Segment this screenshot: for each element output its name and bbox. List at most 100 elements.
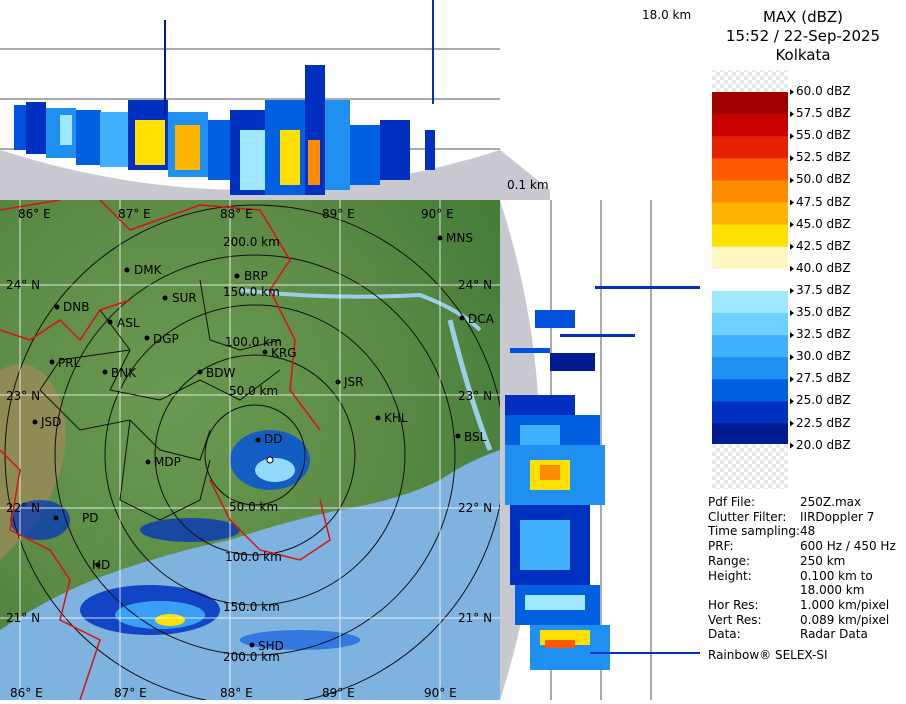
legend-swatch <box>712 268 788 292</box>
legend-label: 57.5 dBZ <box>796 106 851 121</box>
range-label: 150.0 km <box>223 285 280 299</box>
info-value: 0.089 km/pixel <box>800 612 890 627</box>
city-label: DD <box>264 432 283 446</box>
lon-label: 88° E <box>220 686 253 700</box>
right-profile-svg <box>500 200 700 700</box>
legend-tick <box>790 398 794 405</box>
right-height-profile <box>500 200 700 700</box>
legend-label: 30.0 dBZ <box>796 349 851 364</box>
legend-swatch <box>712 180 788 203</box>
city-label: PRL <box>58 356 81 370</box>
info-value: Radar Data <box>800 627 868 642</box>
legend-swatch <box>712 401 788 424</box>
city-label: DMK <box>134 263 162 277</box>
range-label: 150.0 km <box>223 600 280 614</box>
legend-tick <box>790 133 794 140</box>
lat-label: 21° N <box>6 611 41 625</box>
city-label: JSR <box>344 375 364 389</box>
legend-tick <box>790 310 794 316</box>
footer-credit: Rainbow® SELEX-SI <box>708 648 828 662</box>
legend-tick <box>790 332 794 339</box>
river <box>239 288 482 332</box>
info-key: Clutter Filter: <box>708 509 787 524</box>
map-svg <box>0 200 500 700</box>
legend-label: 22.5 dBZ <box>796 415 851 430</box>
city-label: KHL <box>384 411 408 425</box>
legend-swatch <box>712 158 788 181</box>
info-value: 250 km <box>800 553 846 568</box>
city-label: MNS <box>446 231 473 245</box>
lat-label: 21° N <box>458 611 493 625</box>
legend-tick <box>790 265 794 272</box>
product-title: MAX (dBZ) <box>762 8 844 26</box>
color-scale <box>712 70 794 489</box>
radar-map[interactable]: MNS DMK BRP SUR DNB ASL DGP KRG DCA PRL … <box>0 200 500 700</box>
city-label: SUR <box>172 291 197 305</box>
legend-label: 60.0 dBZ <box>796 84 851 98</box>
legend-label: 52.5 dBZ <box>796 150 851 165</box>
city-label: DNB <box>63 300 90 314</box>
range-label: 50.0 km <box>229 500 279 514</box>
legend-tick <box>790 287 794 294</box>
info-key: Height: <box>708 568 752 583</box>
lon-label: 89° E <box>322 207 355 221</box>
city-label: MDP <box>154 455 181 469</box>
ground-curve <box>0 150 500 200</box>
legend-swatch <box>712 313 788 336</box>
city-label: ASL <box>117 316 140 330</box>
lat-label: 22° N <box>458 501 493 515</box>
legend-label: 42.5 dBZ <box>796 238 851 253</box>
legend-tick <box>790 354 794 361</box>
legend-tick <box>790 111 794 118</box>
height-bottom-label: 0.1 km <box>507 178 549 192</box>
state-boundaries <box>0 200 331 700</box>
lat-label: 22° N <box>6 501 41 515</box>
legend-tick <box>790 89 794 95</box>
corner-area: 18.0 km 0.1 km <box>500 0 700 200</box>
city-label: BNK <box>111 366 137 380</box>
legend-swatch <box>712 357 788 380</box>
legend-label: 40.0 dBZ <box>796 260 851 275</box>
info-value: 600 Hz / 450 Hz <box>800 539 896 554</box>
range-label: 100.0 km <box>225 550 282 564</box>
city-dots <box>32 235 465 648</box>
legend-swatch-under <box>712 444 788 489</box>
radar-site-icon <box>266 456 274 464</box>
city-label: KRG <box>271 346 297 360</box>
district-boundaries <box>39 279 281 521</box>
legend-label: 35.0 dBZ <box>796 305 851 319</box>
city-label: BRP <box>244 269 268 283</box>
lon-label: 90° E <box>421 207 454 221</box>
legend-label: 45.0 dBZ <box>796 216 851 231</box>
station-name: Kolkata <box>775 46 831 64</box>
city-label: BSL <box>464 430 487 444</box>
legend-swatch <box>712 92 788 115</box>
legend-label: 50.0 dBZ <box>796 172 851 187</box>
legend-tick <box>790 420 794 427</box>
info-key: Time sampling: <box>708 524 801 539</box>
legend-tick <box>790 221 794 228</box>
legend-swatch <box>712 114 788 137</box>
city-label: DGP <box>153 332 179 346</box>
lon-label: 86° E <box>18 207 51 221</box>
range-label: 50.0 km <box>229 384 279 398</box>
top-height-profile <box>0 0 500 200</box>
range-label: 200.0 km <box>223 235 280 249</box>
legend-label: 37.5 dBZ <box>796 282 851 297</box>
info-key: Hor Res: <box>708 597 759 612</box>
legend-panel: MAX (dBZ) 15:52 / 22-Sep-2025 Kolkata 60… <box>700 0 906 700</box>
legend-tick <box>790 199 794 206</box>
lat-label: 24° N <box>458 278 493 292</box>
lon-label: 88° E <box>220 207 253 221</box>
info-key: Vert Res: <box>708 612 762 627</box>
top-profile-svg <box>0 0 500 200</box>
info-key: PRF: <box>708 539 734 554</box>
legend-label: 47.5 dBZ <box>796 194 851 209</box>
river <box>447 319 493 451</box>
right-echo-rows <box>505 286 700 670</box>
lon-label: 87° E <box>118 207 151 221</box>
info-value: IIRDoppler 7 <box>800 509 875 524</box>
legend-swatch <box>712 246 788 270</box>
legend-label: 27.5 dBZ <box>796 371 851 386</box>
legend-tick <box>790 442 794 449</box>
